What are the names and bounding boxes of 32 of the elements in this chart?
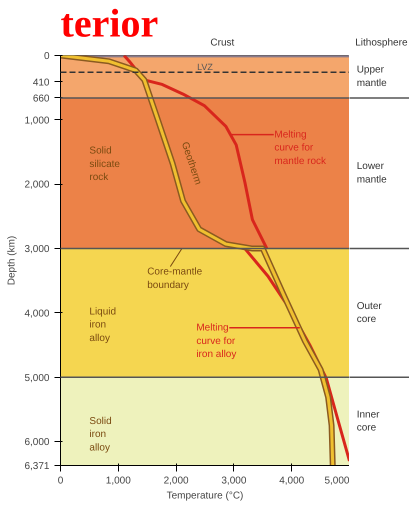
x-tick-label: 0 xyxy=(58,476,64,486)
annotation: Solid silicate rock xyxy=(89,146,120,183)
chart-title: terior xyxy=(60,0,158,46)
y-axis-title: Depth (km) xyxy=(6,236,18,286)
text: Lithosphere xyxy=(355,38,408,48)
ref-line-label: LVZ xyxy=(197,62,214,72)
band-label: Crust xyxy=(210,38,235,48)
y-tick-label: 5,000 xyxy=(24,372,50,384)
x-tick-label: 5,000 xyxy=(324,476,350,486)
band-label: Outer core xyxy=(356,300,382,326)
y-tick-label: 2,000 xyxy=(24,180,50,191)
ref-line-label: Core-mantle boundary xyxy=(147,266,203,291)
x-tick-label: 2,000 xyxy=(164,476,190,486)
y-tick-label: 0 xyxy=(44,51,50,62)
annotation: Solid iron alloy xyxy=(89,416,112,454)
y-tick-label: 3,000 xyxy=(24,244,50,256)
annotation: Liquid iron alloy xyxy=(89,306,116,344)
x-tick-label: 4,000 xyxy=(279,476,305,486)
y-tick-label: 6,371 xyxy=(24,461,50,472)
x-axis-title: Temperature (°C) xyxy=(166,490,244,502)
band-label: Lower mantle xyxy=(356,161,388,186)
y-tick-label: 660 xyxy=(32,93,50,104)
y-tick-label: 1,000 xyxy=(24,115,50,126)
y-tick-label: 4,000 xyxy=(24,308,50,320)
band-label: Inner core xyxy=(356,409,380,434)
legend-label: Melting curve for mantle rock xyxy=(274,130,328,167)
y-tick-label: 6,000 xyxy=(24,437,50,448)
y-tick-label: 410 xyxy=(32,77,50,88)
text: Melting curve for iron alloy xyxy=(196,322,236,360)
band-label: Upper mantle xyxy=(356,64,388,89)
x-tick-label: 1,000 xyxy=(106,476,132,486)
x-tick-label: 3,000 xyxy=(221,476,247,486)
